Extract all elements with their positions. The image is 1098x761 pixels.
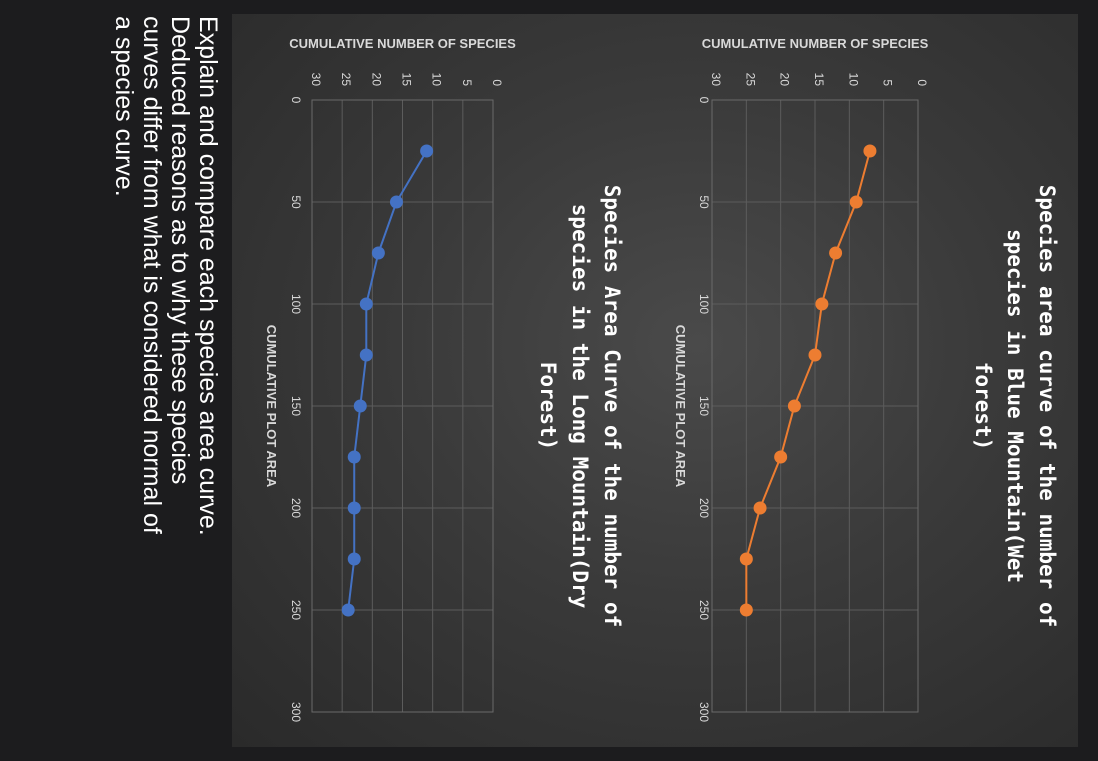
data-point xyxy=(808,348,822,362)
data-point xyxy=(774,450,788,464)
series-line xyxy=(745,150,871,610)
chart-1: Species area curve of the number of speci… xyxy=(673,36,1059,722)
x-axis-title: CUMULATIVE PLOT AREA xyxy=(673,325,688,488)
x-tick-label: 100 xyxy=(697,294,711,314)
y-tick-label: 0 xyxy=(490,79,504,86)
y-tick-label: 15 xyxy=(400,73,414,87)
data-point xyxy=(753,501,767,515)
data-point xyxy=(863,144,877,158)
y-tick-label: 10 xyxy=(846,73,860,87)
data-point xyxy=(359,297,373,311)
question-text: Explain and compare each species area cu… xyxy=(0,0,232,761)
chart-title-line-2: species in Blue Mountain(Wet xyxy=(1003,229,1027,583)
y-axis-title: CUMULATIVE NUMBER OF SPECIES xyxy=(289,36,516,51)
x-tick-label: 150 xyxy=(289,396,303,416)
y-tick-label: 25 xyxy=(339,73,353,87)
data-point xyxy=(420,144,434,158)
x-tick-label: 100 xyxy=(289,294,303,314)
chart-title-line-3: forest) xyxy=(971,362,995,451)
data-point xyxy=(787,399,801,413)
y-tick-label: 30 xyxy=(709,73,723,87)
data-point xyxy=(347,501,361,515)
data-point xyxy=(353,399,367,413)
data-point xyxy=(739,603,753,617)
data-point xyxy=(849,195,863,209)
y-tick-label: 20 xyxy=(778,73,792,87)
question-paragraph: Explain and compare each species area cu… xyxy=(110,16,222,536)
y-tick-label: 15 xyxy=(812,73,826,87)
x-tick-label: 0 xyxy=(289,97,303,104)
chart-2: Species Area Curve of the number of speci… xyxy=(264,36,624,722)
x-axis-title: CUMULATIVE PLOT AREA xyxy=(264,325,279,488)
chart-title-line-2: species in the Long Mountain(Dry xyxy=(568,204,592,609)
data-point xyxy=(371,246,385,260)
chart-title-line-1: Species Area Curve of the number of xyxy=(600,185,624,628)
data-point xyxy=(347,450,361,464)
series-line xyxy=(347,150,428,611)
x-tick-label: 250 xyxy=(289,600,303,620)
x-tick-label: 200 xyxy=(289,498,303,518)
y-tick-label: 30 xyxy=(309,73,323,87)
y-tick-label: 10 xyxy=(430,73,444,87)
chart-title-line-3: Forest) xyxy=(536,362,560,451)
x-tick-label: 0 xyxy=(697,97,711,104)
x-tick-label: 50 xyxy=(289,195,303,209)
x-tick-label: 300 xyxy=(289,702,303,722)
chart-title-line-1: Species area curve of the number of xyxy=(1035,185,1059,628)
y-tick-label: 25 xyxy=(743,73,757,87)
y-tick-label: 5 xyxy=(881,79,895,86)
x-tick-label: 200 xyxy=(697,498,711,518)
data-point xyxy=(829,246,843,260)
x-tick-label: 50 xyxy=(697,195,711,209)
data-point xyxy=(347,552,361,566)
chart-panel xyxy=(232,14,1078,747)
x-tick-label: 150 xyxy=(697,396,711,416)
data-point xyxy=(389,195,403,209)
y-tick-label: 5 xyxy=(460,79,474,86)
data-point xyxy=(739,552,753,566)
data-point xyxy=(359,348,373,362)
x-tick-label: 250 xyxy=(697,600,711,620)
y-tick-label: 20 xyxy=(369,73,383,87)
y-axis-title: CUMULATIVE NUMBER OF SPECIES xyxy=(702,36,929,51)
data-point xyxy=(341,603,355,617)
data-point xyxy=(815,297,829,311)
y-tick-label: 0 xyxy=(915,79,929,86)
plot-frame xyxy=(311,99,494,713)
plot-frame xyxy=(711,99,919,713)
x-tick-label: 300 xyxy=(697,702,711,722)
